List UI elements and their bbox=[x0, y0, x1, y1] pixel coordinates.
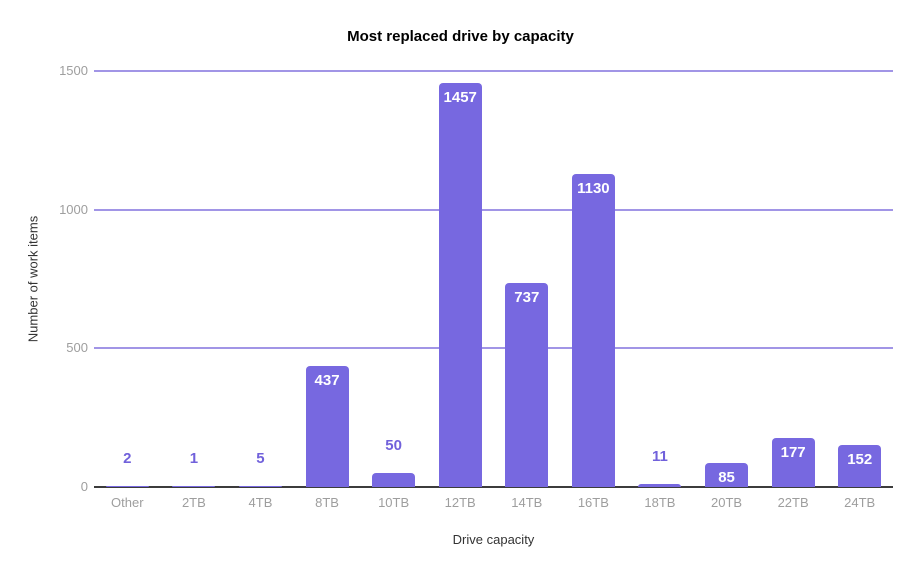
bar-2tb bbox=[172, 486, 216, 487]
x-tick-label: 16TB bbox=[577, 495, 609, 510]
bar-4tb bbox=[238, 485, 282, 487]
x-tick-label: 12TB bbox=[444, 495, 476, 510]
bar-18tb bbox=[638, 483, 682, 487]
bar-14tb bbox=[505, 282, 549, 487]
bar-16tb bbox=[571, 173, 615, 487]
y-tick-label: 0 bbox=[80, 479, 88, 494]
chart-title: Most replaced drive by capacity bbox=[347, 28, 574, 45]
bar-other bbox=[105, 486, 149, 487]
bar-value-label: 2 bbox=[123, 450, 132, 467]
bar-value-label: 50 bbox=[385, 437, 402, 455]
x-tick-label: 8TB bbox=[315, 495, 339, 510]
gridline bbox=[94, 70, 893, 72]
x-tick-label: 4TB bbox=[248, 495, 273, 510]
bar-value-label: 1 bbox=[189, 450, 199, 467]
bar-value-label: 11 bbox=[652, 447, 668, 465]
y-tick-label: 500 bbox=[66, 340, 88, 356]
x-tick-label: 20TB bbox=[710, 495, 743, 510]
x-tick-label: 10TB bbox=[378, 495, 410, 510]
bar-8tb bbox=[305, 365, 349, 487]
bar-value-label: 177 bbox=[780, 443, 806, 461]
x-tick-label: 14TB bbox=[511, 495, 543, 510]
bar-10tb bbox=[372, 473, 416, 487]
bar-value-label: 152 bbox=[847, 450, 873, 468]
gridline bbox=[94, 208, 893, 211]
bar-22tb bbox=[771, 437, 815, 487]
x-tick-label: 18TB bbox=[644, 495, 676, 510]
y-tick-label: 1500 bbox=[59, 63, 88, 78]
x-axis-baseline bbox=[94, 486, 893, 488]
bar-value-label: 1457 bbox=[443, 88, 477, 106]
bar-24tb bbox=[838, 444, 882, 487]
x-axis-title: Drive capacity bbox=[452, 532, 535, 547]
x-tick-label: Other bbox=[111, 495, 144, 510]
bar-value-label: 437 bbox=[314, 371, 340, 389]
gridline bbox=[94, 347, 893, 350]
bar-20tb bbox=[705, 463, 749, 487]
bar-value-label: 5 bbox=[256, 449, 265, 467]
bar-value-label: 1130 bbox=[577, 179, 610, 197]
x-tick-label: 2TB bbox=[181, 495, 206, 510]
bar-value-label: 737 bbox=[514, 288, 540, 306]
bar-12tb bbox=[438, 82, 482, 487]
x-tick-label: 24TB bbox=[844, 495, 876, 510]
x-tick-label: 22TB bbox=[777, 495, 809, 510]
y-tick-label: 1000 bbox=[59, 201, 88, 217]
bar-value-label: 85 bbox=[718, 469, 735, 487]
